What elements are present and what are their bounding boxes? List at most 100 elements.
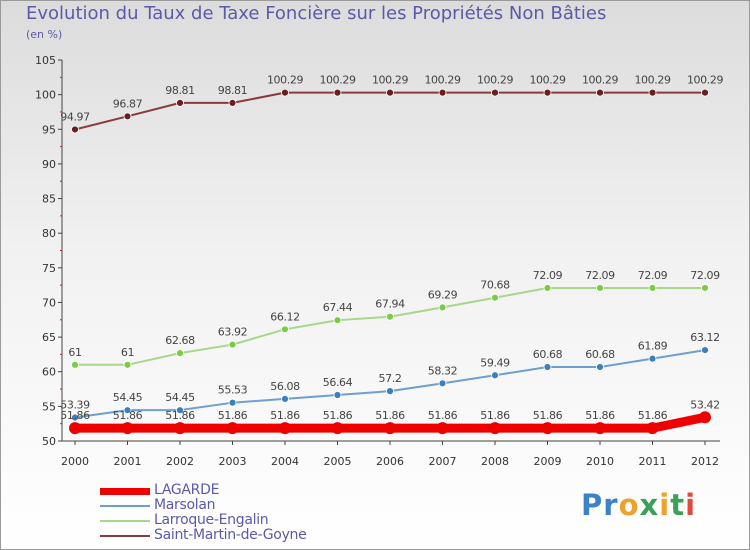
data-point	[331, 422, 344, 435]
legend-label: Saint-Martin-de-Goyne	[154, 527, 307, 543]
data-point	[333, 391, 342, 399]
data-label: 51.86	[585, 409, 615, 422]
data-point	[646, 422, 659, 435]
data-label: 51.86	[428, 409, 458, 422]
data-point	[176, 98, 184, 107]
data-point	[438, 303, 447, 312]
data-label: 61	[68, 346, 81, 359]
data-label: 66.12	[270, 310, 300, 323]
data-label: 70.68	[480, 279, 510, 292]
data-point	[71, 125, 79, 134]
y-tick-label: 55	[42, 400, 56, 413]
data-label: 51.86	[113, 409, 143, 422]
y-tick-label: 100	[35, 89, 56, 102]
data-label: 58.32	[428, 364, 458, 377]
data-point	[491, 371, 499, 380]
data-point	[489, 422, 501, 435]
data-point	[121, 422, 134, 435]
data-point	[226, 422, 239, 435]
legend-swatch	[100, 520, 150, 522]
data-label: 57.2	[379, 372, 402, 385]
data-label: 72.09	[533, 269, 563, 282]
data-point	[701, 284, 709, 292]
data-label: 72.09	[690, 269, 720, 282]
data-point	[596, 284, 604, 292]
legend-label: LAGARDE	[154, 482, 220, 498]
x-tick-label: 2005	[324, 455, 352, 468]
data-point	[71, 360, 79, 369]
legend-label: Larroque-Engalin	[154, 512, 269, 528]
legend-swatch	[100, 535, 150, 537]
data-label: 63.12	[690, 331, 720, 344]
data-label: 100.29	[687, 74, 723, 87]
chart-title: Evolution du Taux de Taxe Foncière sur l…	[26, 3, 607, 24]
data-point	[594, 422, 606, 435]
axes: 50 55 60 65 70 75 80 85 90 95 100 105 2000 2001 2002 20…	[35, 54, 720, 468]
data-label: 98.81	[218, 84, 248, 97]
data-point	[648, 284, 657, 292]
data-label: 100.29	[319, 74, 355, 87]
y-tick-label: 50	[42, 435, 56, 448]
data-point	[543, 88, 552, 97]
data-label: 53.39	[60, 399, 90, 412]
data-label: 100.29	[372, 74, 408, 87]
data-label: 63.92	[218, 326, 248, 339]
x-tick-label: 2000	[61, 455, 89, 468]
data-label: 100.29	[634, 74, 670, 87]
data-label: 100.29	[529, 74, 565, 87]
data-label: 96.87	[113, 97, 143, 110]
y-unit-label: (en %)	[26, 28, 63, 41]
data-label: 67.44	[323, 301, 353, 314]
data-point	[543, 284, 552, 292]
data-label: 51.86	[60, 409, 90, 422]
data-label: 56.08	[270, 380, 300, 393]
x-tick-label: 2009	[534, 455, 562, 468]
data-label: 51.86	[165, 409, 195, 422]
data-point	[438, 88, 447, 97]
data-label: 53.42	[690, 398, 720, 411]
legend-label: Marsolan	[154, 497, 216, 513]
y-tick-label: 105	[35, 54, 56, 67]
data-point	[543, 363, 552, 371]
data-label: 51.86	[323, 409, 353, 422]
data-label: 56.64	[323, 376, 353, 389]
data-point	[701, 346, 709, 355]
data-label: 100.29	[477, 74, 513, 87]
data-point	[228, 98, 237, 107]
x-tick-label: 2010	[586, 455, 614, 468]
y-tick-label: 70	[42, 296, 56, 309]
data-point	[386, 312, 394, 321]
labels-layer: 51.86 51.86 51.86 51.86 51.86 51.86 51.86 51.86…	[60, 74, 724, 422]
data-point	[491, 88, 499, 97]
legend-swatch	[100, 488, 150, 495]
y-tick-label: 75	[42, 262, 56, 275]
x-tick-label: 2011	[639, 455, 667, 468]
data-label: 51.86	[533, 409, 563, 422]
legend-swatch	[100, 505, 150, 507]
y-tick-label: 80	[42, 227, 56, 240]
data-point	[71, 413, 79, 422]
data-point	[596, 88, 604, 97]
data-label: 51.86	[270, 409, 300, 422]
x-tick-label: 2004	[271, 455, 299, 468]
data-label: 60.68	[533, 348, 563, 361]
x-tick-label: 2008	[481, 455, 509, 468]
data-label: 69.29	[428, 288, 458, 301]
y-tick-label: 95	[42, 123, 56, 136]
data-label: 98.81	[165, 84, 195, 97]
data-point	[596, 363, 604, 371]
y-tick-label: 60	[42, 366, 56, 379]
data-label: 72.09	[638, 269, 668, 282]
y-tick-label: 90	[42, 158, 56, 171]
data-label: 100.29	[424, 74, 460, 87]
data-label: 51.86	[480, 409, 510, 422]
data-point	[648, 354, 657, 363]
data-point	[174, 422, 186, 435]
data-point	[123, 360, 132, 369]
data-label: 61	[121, 346, 134, 359]
data-label: 94.97	[60, 110, 90, 123]
data-label: 100.29	[267, 74, 303, 87]
data-label: 61.89	[638, 340, 668, 353]
data-label: 51.86	[218, 409, 248, 422]
